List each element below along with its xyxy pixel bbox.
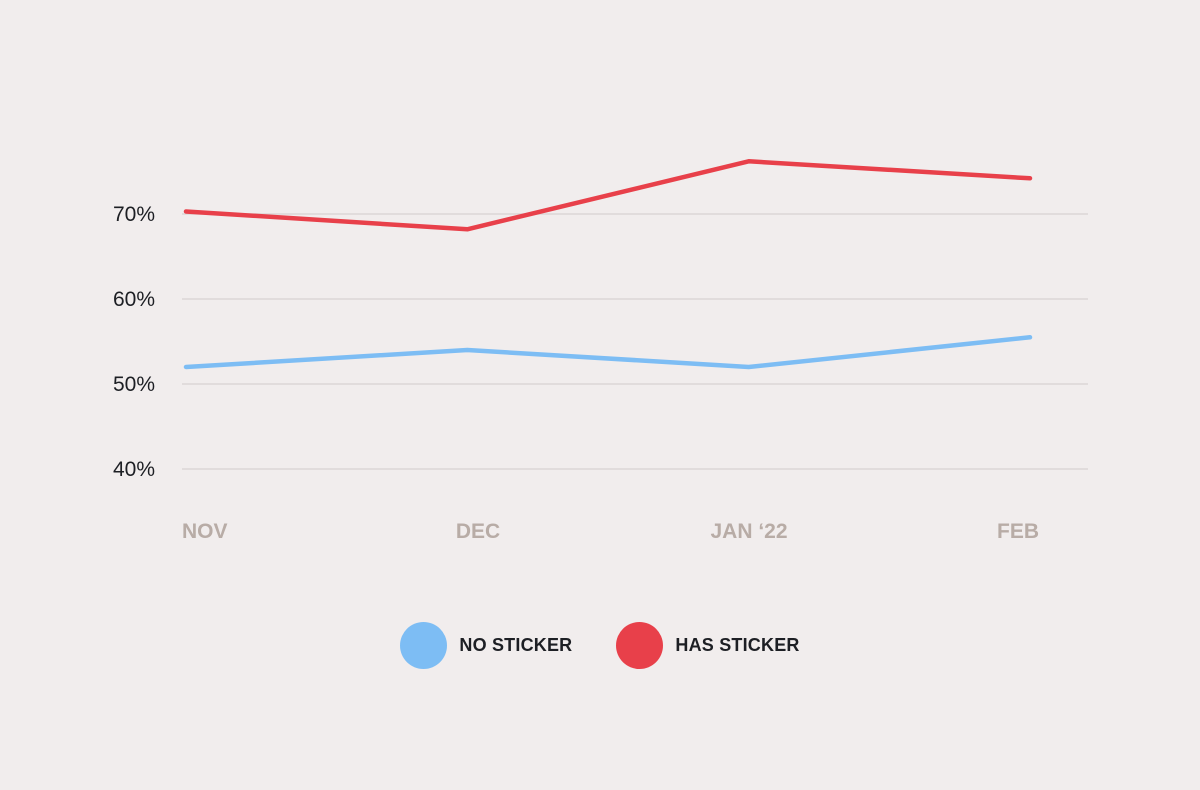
legend-swatch-has-sticker <box>616 622 664 669</box>
legend: NO STICKER HAS STICKER <box>0 622 1200 669</box>
x-tick-label: NOV <box>182 520 228 543</box>
series-line-has-sticker <box>183 159 1033 232</box>
legend-label-no-sticker: NO STICKER <box>459 635 573 655</box>
legend-item-has-sticker: HAS STICKER <box>616 622 799 669</box>
y-tick-label: 50% <box>113 373 155 396</box>
x-tick-label: FEB <box>997 520 1039 543</box>
x-tick-label: DEC <box>456 520 500 543</box>
y-tick-label: 60% <box>113 288 155 311</box>
x-tick-label: JAN ‘22 <box>710 520 787 543</box>
legend-item-no-sticker: NO STICKER <box>400 622 572 669</box>
legend-label-has-sticker: HAS STICKER <box>675 635 800 655</box>
y-tick-label: 40% <box>113 458 155 481</box>
line-chart: 40% 50% 60% 70% NOV DEC JAN ‘22 FEB <box>113 159 1088 543</box>
y-tick-label: 70% <box>113 203 155 226</box>
series-line-no-sticker <box>183 335 1033 370</box>
legend-swatch-no-sticker <box>400 622 448 669</box>
